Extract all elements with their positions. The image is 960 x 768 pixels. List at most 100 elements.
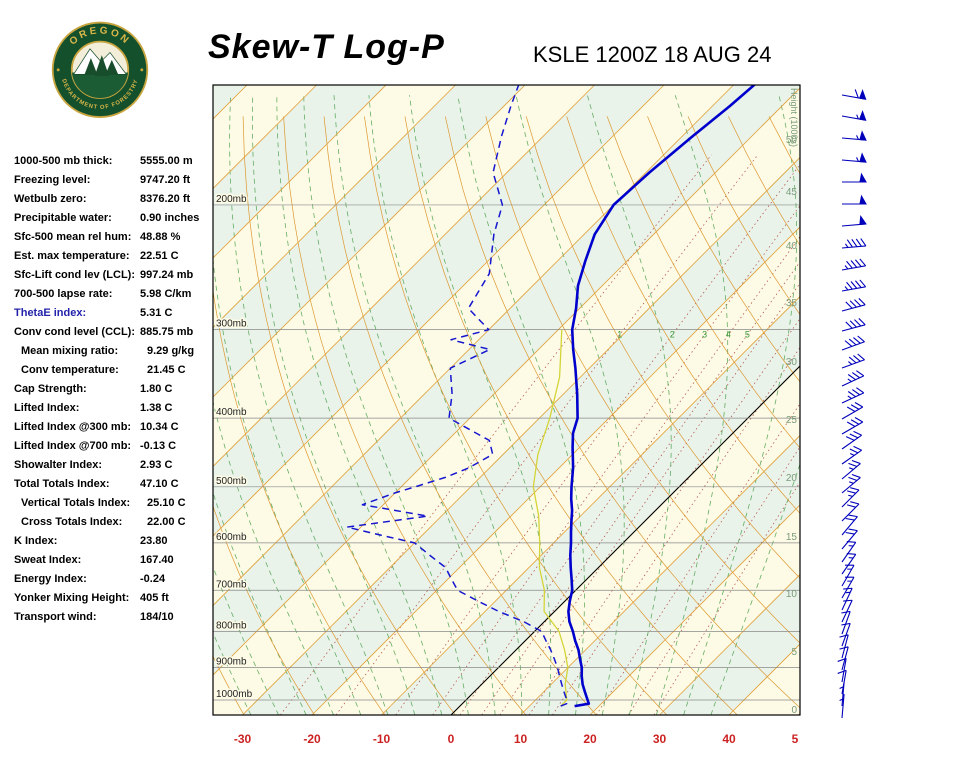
temperature-curve — [567, 85, 757, 708]
stat-value: 48.88 % — [140, 231, 181, 243]
stat-value: 21.45 C — [147, 364, 186, 376]
wind-barb — [839, 646, 849, 671]
wind-barb — [841, 487, 860, 508]
height-tick-label: 50 — [786, 135, 798, 146]
stat-row: Wetbulb zero: 8376.20 ft — [14, 193, 220, 212]
wind-barb — [837, 669, 847, 695]
stat-value: 9747.20 ft — [140, 174, 191, 186]
stat-value: 22.51 C — [140, 250, 179, 262]
wetbulb-curve — [532, 329, 569, 707]
height-tick-label: 5 — [791, 647, 797, 658]
stat-label: Transport wind: — [14, 611, 97, 623]
freezing-isotherm-line — [450, 365, 800, 715]
height-tick-label: 15 — [786, 532, 798, 543]
height-axis-title: Height (1000s) — [789, 88, 799, 147]
mixing-ratio-line — [653, 481, 800, 715]
wind-barb — [841, 417, 864, 435]
wind-barb — [841, 564, 855, 587]
stat-row: Mean mixing ratio: 9.29 g/kg — [14, 345, 220, 364]
stat-row: Sfc-Lift cond lev (LCL): 997.24 mb — [14, 269, 220, 288]
wind-barb — [841, 130, 867, 141]
wind-barb — [841, 610, 851, 635]
temp-tick-label: 20 — [583, 732, 597, 746]
wind-barb — [841, 298, 866, 312]
stat-row: Est. max temperature: 22.51 C — [14, 250, 220, 269]
logo-dot — [56, 68, 60, 72]
stat-value: 885.75 mb — [140, 326, 194, 338]
isotherm-line — [798, 712, 800, 715]
stat-label: Precipitable water: — [14, 212, 112, 224]
temp-tick-label: 10 — [514, 732, 528, 746]
moist-adiabat-line — [683, 95, 798, 715]
stats-panel: 1000-500 mb thick: 5555.00 m Freezing leve… — [14, 155, 220, 630]
wind-barb — [841, 514, 858, 536]
stat-label: Total Totals Index: — [14, 478, 110, 490]
mixing-ratio-label: 3 — [702, 330, 707, 340]
chart-frame — [212, 84, 801, 716]
dry-adiabat-line — [890, 116, 960, 715]
pressure-label: 500mb — [216, 476, 247, 487]
mixing-ratio-label: 2 — [670, 330, 675, 340]
stat-value: 2.93 C — [140, 459, 173, 471]
stat-row: Transport wind: 184/10 — [14, 611, 220, 630]
moist-adiabat-line — [213, 491, 307, 715]
mixing-ratio-line — [459, 236, 800, 715]
height-tick-label: 20 — [786, 473, 798, 484]
station-datetime: KSLE 1200Z 18 AUG 24 — [533, 42, 772, 67]
stat-label: Cross Totals Index: — [21, 516, 123, 528]
stat-row: Conv temperature: 21.45 C — [14, 364, 220, 383]
isotherm-line — [213, 87, 800, 676]
wind-barb — [841, 152, 867, 163]
wind-barb — [841, 370, 865, 387]
wind-barb — [841, 576, 855, 599]
mixing-ratio-label: 4 — [726, 330, 731, 340]
wind-barb — [841, 402, 864, 420]
wind-barb — [841, 318, 866, 332]
pressure-label: 700mb — [216, 579, 247, 590]
stat-value: 22.00 C — [147, 516, 186, 528]
tree-icon — [84, 58, 98, 75]
pressure-label: 800mb — [216, 620, 247, 631]
isotherm-line — [213, 85, 526, 398]
stat-label: Est. max temperature: — [14, 250, 130, 262]
mixing-ratio-line — [595, 403, 800, 715]
stat-row: Precipitable water: 0.90 inches — [14, 212, 220, 231]
stat-row: Cross Totals Index: 22.00 C — [14, 516, 220, 535]
plot-area — [213, 85, 960, 715]
temp-tick-label: 30 — [653, 732, 667, 746]
page-title: Skew-T Log-P — [208, 28, 445, 66]
pressure-label: 200mb — [216, 194, 247, 205]
stat-value: 184/10 — [140, 611, 174, 623]
stat-row: Lifted Index @300 mb: 10.34 C — [14, 421, 220, 440]
isotherm-line — [381, 295, 800, 715]
isotherm-line — [213, 85, 248, 120]
isotherm-line — [659, 573, 800, 715]
wind-barb — [841, 445, 862, 465]
stat-label: Lifted Index @700 mb: — [14, 440, 132, 452]
stat-label: K Index: — [14, 535, 58, 547]
wind-barb — [842, 194, 867, 205]
stat-label: Freezing level: — [14, 174, 91, 186]
pressure-label: 900mb — [216, 657, 247, 668]
temp-tick-label: 40 — [722, 732, 736, 746]
stat-value: 8376.20 ft — [140, 193, 191, 205]
stat-label: Cap Strength: — [14, 383, 87, 395]
stat-row: Showalter Index: 2.93 C — [14, 459, 220, 478]
isotherm-line — [213, 85, 387, 259]
isotherm-line — [868, 85, 960, 715]
stat-row: Energy Index: -0.24 — [14, 573, 220, 592]
mixing-ratio-line — [628, 446, 800, 715]
wind-barb-column — [837, 89, 867, 719]
wind-barb — [839, 634, 849, 659]
stat-label: Yonker Mixing Height: — [14, 592, 130, 604]
wind-barb — [842, 172, 867, 183]
tree-icon — [105, 59, 119, 75]
temp-tick-label: -30 — [234, 732, 252, 746]
pressure-label: 400mb — [216, 407, 247, 418]
wind-barb — [839, 694, 845, 719]
temp-tick-label: -10 — [373, 732, 391, 746]
wind-barb — [841, 541, 857, 563]
logo-scene — [71, 48, 129, 98]
height-tick-label: 40 — [786, 241, 798, 252]
